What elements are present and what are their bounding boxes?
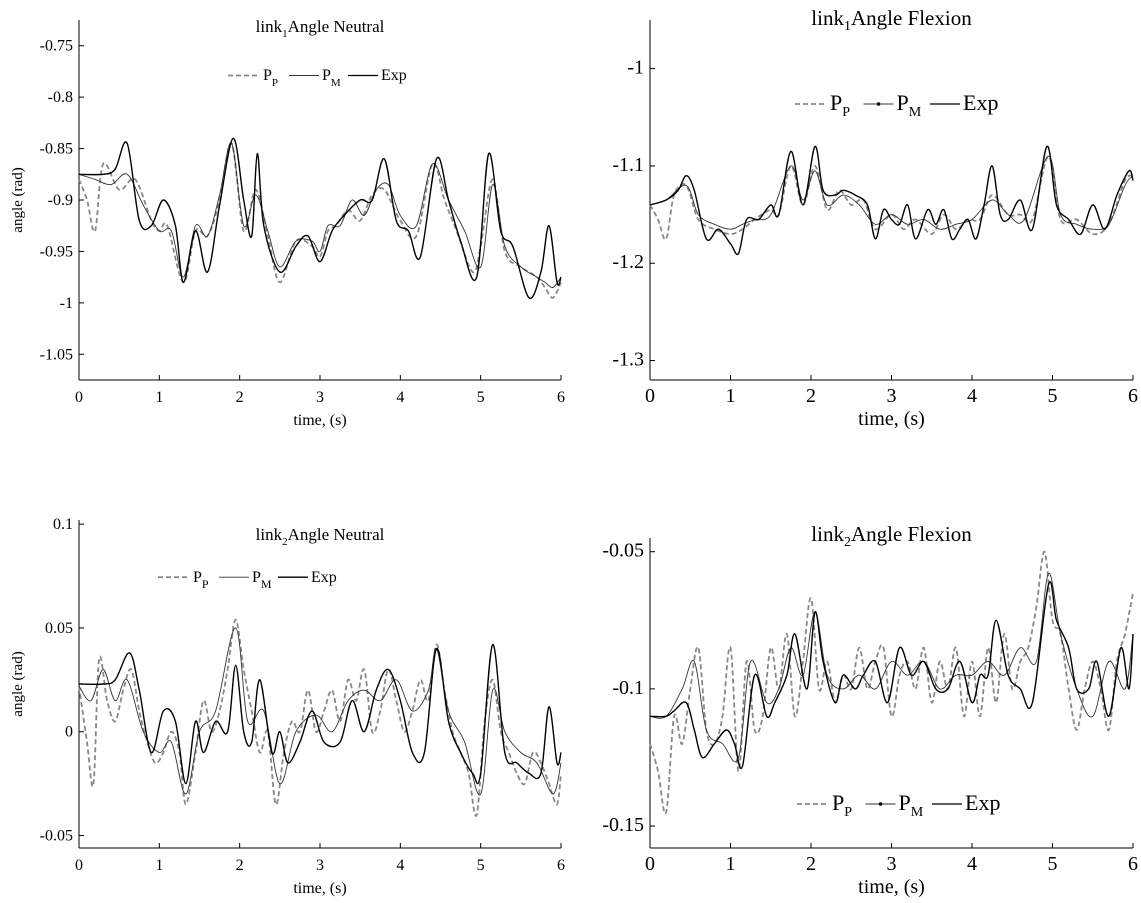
x-tick-label: 1 [155, 857, 163, 874]
x-tick-label: 2 [806, 385, 816, 407]
x-tick-label: 1 [726, 385, 736, 407]
x-axis-label: time, (s) [858, 876, 925, 898]
x-axis-label: time, (s) [858, 408, 925, 430]
x-tick-label: 2 [236, 389, 244, 406]
legend-label: Exp [963, 90, 998, 115]
series-line-pm [78, 627, 562, 796]
chart-panel-1: 0 1 2 3 4 5 6 -1.05 -1 -0.95 -0.9 -0.85 -0.8 -0.75 tim… [10, 17, 565, 429]
x-tick-label: 3 [887, 853, 897, 875]
x-tick-label: 5 [477, 389, 485, 406]
y-tick-label: -1 [627, 57, 644, 79]
legend-label: PP [832, 790, 852, 820]
x-tick-label: 5 [477, 857, 485, 874]
legend-entry: Exp [932, 790, 1000, 815]
y-tick-label: -1 [60, 295, 73, 312]
series-line-exp [78, 643, 562, 785]
legend-entry: PM [863, 90, 922, 120]
legend-entry: Exp [930, 90, 998, 115]
series-line-pm [649, 573, 1134, 763]
y-tick-label: 0 [65, 724, 73, 741]
chart-panel-4: 0 1 2 3 4 5 6 -0.15 -0.1 -0.05 time, (s) link2Angle… [602, 522, 1138, 898]
series-line-pp [649, 550, 1134, 815]
y-tick-label: -0.9 [48, 192, 73, 209]
y-tick-label: 0.05 [45, 620, 73, 637]
y-tick-label: -0.05 [602, 540, 644, 562]
x-tick-label: 5 [1048, 853, 1058, 875]
x-tick-label: 0 [645, 853, 655, 875]
y-tick-label: -1.2 [612, 251, 644, 273]
chart-panel-2: 0 1 2 3 4 5 6 -1.3 -1.2 -1.1 -1 time, (s) link1Angle… [612, 6, 1138, 430]
y-tick-label: 0.1 [53, 516, 73, 533]
y-tick-label: -0.75 [40, 38, 73, 55]
series-line-pp [78, 618, 562, 817]
legend-marker [876, 102, 881, 106]
legend-label: PP [263, 67, 278, 89]
x-tick-label: 0 [645, 385, 655, 407]
y-tick-label: -0.1 [612, 677, 644, 699]
x-tick-label: 6 [557, 857, 565, 874]
x-tick-label: 4 [967, 385, 977, 407]
legend-entry: PM [289, 67, 341, 89]
chart-title: link2Angle Neutral [256, 525, 385, 548]
legend-entry: PP [228, 67, 278, 89]
legend-entry: Exp [278, 569, 337, 586]
legend-entry: PM [219, 569, 272, 591]
x-tick-label: 3 [316, 389, 324, 406]
x-tick-label: 6 [1128, 385, 1138, 407]
legend-label: Exp [965, 790, 1000, 815]
series-line-pm [649, 155, 1134, 231]
x-tick-label: 6 [1128, 853, 1138, 875]
legend-entry: PP [795, 90, 850, 120]
y-tick-label: -0.15 [602, 814, 644, 836]
legend-marker [878, 802, 883, 806]
y-tick-label: -1.1 [612, 154, 644, 176]
x-tick-label: 0 [75, 857, 83, 874]
y-tick-label: -0.8 [48, 89, 73, 106]
legend-label: PM [897, 90, 922, 120]
x-tick-label: 4 [967, 853, 977, 875]
legend-label: PM [322, 67, 341, 89]
x-tick-label: 3 [316, 857, 324, 874]
y-tick-label: -1.3 [612, 349, 644, 371]
legend-entry: PP [797, 790, 852, 820]
series-line-exp [78, 137, 562, 300]
y-tick-label: -0.85 [40, 141, 73, 158]
y-tick-label: -0.95 [40, 243, 73, 260]
series-line-exp [649, 581, 1134, 769]
y-tick-label: -0.05 [40, 828, 73, 845]
legend-entry: Exp [348, 67, 407, 84]
x-tick-label: 1 [155, 389, 163, 406]
x-tick-label: 1 [726, 853, 736, 875]
x-tick-label: 5 [1048, 385, 1058, 407]
x-axis-label: time, (s) [293, 412, 346, 429]
y-axis-label: angle (rad) [10, 167, 26, 232]
series-line-pp [649, 155, 1134, 241]
x-tick-label: 3 [887, 385, 897, 407]
x-tick-label: 0 [75, 389, 83, 406]
x-tick-label: 2 [236, 857, 244, 874]
legend-entry: PP [158, 569, 209, 591]
y-tick-label: -1.05 [40, 346, 73, 363]
x-axis-label: time, (s) [293, 880, 346, 897]
x-tick-label: 2 [806, 853, 816, 875]
legend-entry: PM [865, 790, 924, 820]
x-tick-label: 4 [396, 857, 404, 874]
chart-title: link1Angle Flexion [811, 6, 972, 34]
chart-title: link1Angle Neutral [256, 17, 385, 40]
series-line-pp [78, 142, 562, 299]
legend-label: PM [252, 569, 272, 591]
legend-label: PM [899, 790, 924, 820]
series-line-exp [649, 145, 1134, 256]
legend-label: Exp [381, 67, 407, 84]
legend-label: Exp [311, 569, 337, 586]
x-tick-label: 4 [396, 389, 404, 406]
y-axis-label: angle (rad) [10, 651, 26, 716]
series-line-pm [78, 142, 562, 288]
x-tick-label: 6 [557, 389, 565, 406]
legend-label: PP [830, 90, 850, 120]
chart-title: link2Angle Flexion [811, 522, 972, 550]
legend-label: PP [193, 569, 209, 591]
